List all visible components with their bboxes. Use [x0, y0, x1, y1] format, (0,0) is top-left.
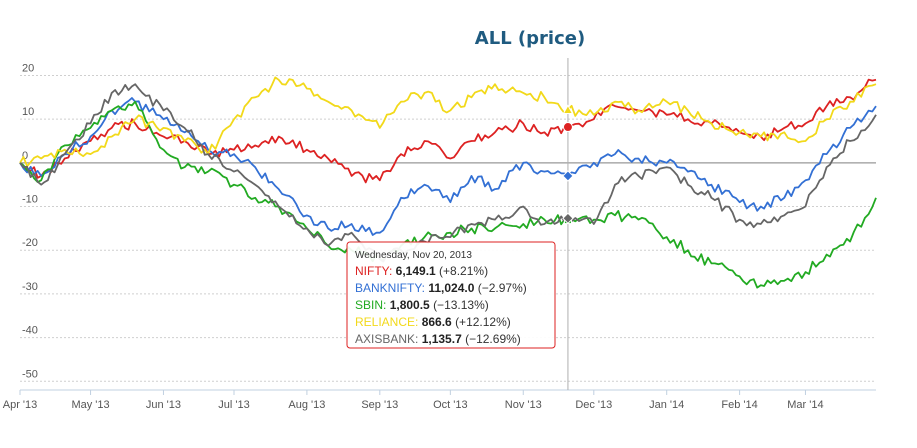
- tooltip-change: (+12.12%): [455, 315, 511, 329]
- tooltip-change: (−2.97%): [478, 281, 527, 295]
- x-tick-label: Aug '13: [288, 399, 325, 411]
- tooltip-value: 6,149.1: [396, 264, 439, 278]
- series-lines: [19, 76, 877, 289]
- y-tick-label: -20: [22, 237, 38, 249]
- x-tick-label: Oct '13: [433, 399, 468, 411]
- tooltip-series-label: AXISBANK:: [355, 332, 422, 346]
- tooltip-change: (+8.21%): [439, 264, 488, 278]
- series-line-reliance: [19, 76, 877, 168]
- hover-marker-nifty: [562, 122, 573, 133]
- tooltip-series-label: NIFTY:: [355, 264, 396, 278]
- x-tick-label: Dec '13: [575, 399, 612, 411]
- tooltip-value: 11,024.0: [428, 281, 477, 295]
- y-tick-label: -10: [22, 194, 38, 206]
- x-tick-label: Jul '13: [218, 399, 249, 411]
- series-line-nifty: [19, 78, 877, 184]
- tooltip-row-nifty: NIFTY: 6,149.1 (+8.21%): [355, 264, 488, 278]
- x-tick-label: Mar '14: [787, 399, 823, 411]
- tooltip-value: 1,800.5: [390, 298, 433, 312]
- x-tick-label: Nov '13: [505, 399, 542, 411]
- tooltip-box: [346, 241, 556, 349]
- x-axis: Apr '13 May '13 Jun '13 Jul '13 Aug '13 Sep '…: [3, 389, 876, 411]
- tooltip-row-sbin: SBIN: 1,800.5 (−13.13%): [355, 298, 489, 312]
- y-tick-label: -40: [22, 325, 38, 337]
- chart-title: ALL (price): [475, 28, 585, 49]
- y-tick-label: 20: [22, 62, 34, 74]
- tooltip-value: 866.6: [422, 315, 455, 329]
- tooltip-date: Wednesday, Nov 20, 2013: [355, 250, 472, 261]
- x-tick-label: Sep '13: [361, 399, 398, 411]
- series-line-sbin: [19, 100, 877, 289]
- crosshair: [562, 58, 574, 390]
- y-axis: 20 10 0 -10 -20 -30 -40 -50: [22, 62, 38, 380]
- y-tick-label: 0: [22, 150, 28, 162]
- tooltip-change: (−12.69%): [465, 332, 521, 346]
- tooltip-change: (−13.13%): [433, 298, 489, 312]
- hover-marker-axisbank: [562, 212, 574, 225]
- hover-marker-banknifty: [562, 170, 574, 182]
- x-tick-label: Apr '13: [3, 399, 38, 411]
- tooltip-value: 1,135.7: [422, 332, 465, 346]
- tooltip-row-banknifty: BANKNIFTY: 11,024.0 (−2.97%): [355, 281, 527, 295]
- x-tick-label: May '13: [71, 399, 109, 411]
- hover-marker-reliance: [562, 104, 574, 114]
- y-tick-label: -50: [22, 368, 38, 380]
- tooltip-row-reliance: RELIANCE: 866.6 (+12.12%): [355, 315, 511, 329]
- tooltip-series-label: RELIANCE:: [355, 315, 422, 329]
- tooltip-series-label: BANKNIFTY:: [355, 281, 428, 295]
- series-line-banknifty: [19, 97, 877, 236]
- tooltip: Wednesday, Nov 20, 2013 NIFTY: 6,149.1 (+…: [346, 241, 556, 349]
- x-tick-label: Jun '13: [146, 399, 181, 411]
- y-tick-label: 10: [22, 106, 34, 118]
- x-tick-label: Feb '14: [721, 399, 757, 411]
- tooltip-row-axisbank: AXISBANK: 1,135.7 (−12.69%): [355, 332, 521, 346]
- y-tick-label: -30: [22, 281, 38, 293]
- series-line-axisbank: [19, 83, 877, 263]
- tooltip-series-label: SBIN:: [355, 298, 390, 312]
- x-tick-label: Jan '14: [649, 399, 684, 411]
